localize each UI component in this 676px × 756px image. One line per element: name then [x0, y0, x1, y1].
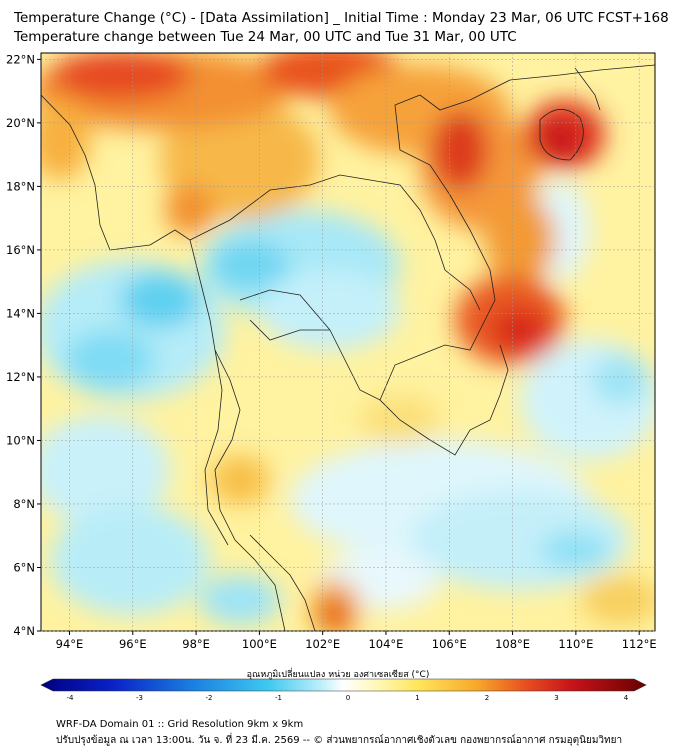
colorbar-tick-label: 4 — [624, 694, 629, 702]
lat-label: 18°N — [6, 179, 35, 193]
lat-label: 10°N — [6, 433, 35, 447]
colorbar-tick-label: 3 — [554, 694, 558, 702]
temperature-field — [30, 42, 660, 640]
lon-label: 110°E — [558, 637, 593, 651]
colorbar-label: อุณหภูมิเปลี่ยนแปลง หน่วย องศาเซลเซียส (… — [0, 667, 676, 681]
colorbar-tick-label: -3 — [136, 694, 143, 702]
lat-label: 12°N — [6, 370, 35, 384]
colorbar-tick-label: -2 — [206, 694, 213, 702]
lon-label: 102°E — [305, 637, 340, 651]
lon-label: 108°E — [495, 637, 530, 651]
lat-label: 4°N — [13, 624, 35, 638]
colorbar-tick-label: -4 — [67, 694, 75, 702]
lon-label: 96°E — [119, 637, 147, 651]
lon-label: 106°E — [432, 637, 467, 651]
lon-label: 104°E — [368, 637, 403, 651]
lat-label: 8°N — [13, 497, 35, 511]
latitude-axis: 22°N 20°N 18°N 16°N 14°N 12°N 10°N 8°N 6°N 4°N — [6, 52, 35, 638]
colorbar-tick-label: -1 — [275, 694, 282, 702]
lat-label: 16°N — [6, 243, 35, 257]
colorbar-tick-label: 0 — [346, 694, 350, 702]
update-credit: ปรับปรุงข้อมูล ณ เวลา 13:00น. วัน จ. ที่… — [56, 733, 622, 748]
lat-label: 20°N — [6, 116, 35, 130]
colorbar-tick-label: 2 — [485, 694, 489, 702]
lat-label: 14°N — [6, 306, 35, 320]
colorbar: -4 -3 -2 -1 0 1 2 3 4 — [41, 679, 646, 702]
colorbar-tick-label: 1 — [415, 694, 419, 702]
lat-label: 22°N — [6, 52, 35, 66]
lat-label: 6°N — [13, 560, 35, 574]
longitude-axis: 94°E 96°E 98°E 100°E 102°E 104°E 106°E 108°E 110… — [56, 637, 657, 651]
colorbar-ticks: -4 -3 -2 -1 0 1 2 3 4 — [67, 694, 629, 702]
lon-label: 94°E — [56, 637, 84, 651]
lon-label: 98°E — [182, 637, 210, 651]
model-info: WRF-DA Domain 01 :: Grid Resolution 9km … — [56, 719, 303, 730]
lon-label: 112°E — [622, 637, 657, 651]
lon-label: 100°E — [242, 637, 277, 651]
temperature-change-map: 22°N 20°N 18°N 16°N 14°N 12°N 10°N 8°N 6°N 4°N 94… — [0, 0, 676, 756]
